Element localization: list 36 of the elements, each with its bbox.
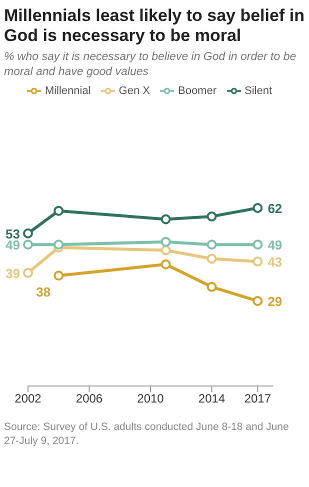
x-tick-label: 2002 bbox=[14, 392, 42, 406]
point bbox=[160, 245, 171, 256]
data-label: 43 bbox=[268, 254, 282, 270]
data-label: 29 bbox=[268, 294, 282, 309]
point bbox=[206, 282, 217, 292]
chart-subtitle: % who say it is necessary to believe in God in order to be moral and have good values bbox=[3, 50, 298, 80]
point bbox=[54, 270, 64, 281]
point bbox=[160, 236, 171, 247]
point bbox=[252, 296, 263, 306]
point bbox=[54, 240, 64, 250]
source-note: Source: Survey of U.S. adults conducted June 8-18 and June 27-July 9, 2017. bbox=[4, 420, 290, 448]
data-label: 62 bbox=[268, 201, 282, 216]
x-tick-label: 2017 bbox=[244, 392, 272, 406]
point bbox=[206, 211, 217, 222]
point bbox=[252, 203, 263, 213]
point bbox=[23, 268, 33, 278]
chart-title: Millennials least likely to say belief in God is necessary to be moral bbox=[3, 5, 306, 46]
x-tick-label: 2014 bbox=[198, 392, 226, 406]
point bbox=[160, 259, 171, 270]
data-label: 39 bbox=[6, 266, 20, 281]
x-tick-label: 2010 bbox=[137, 392, 164, 406]
data-label: 49 bbox=[268, 238, 282, 253]
data-label: 38 bbox=[36, 284, 51, 300]
legend-label: Gen X bbox=[118, 84, 150, 97]
point bbox=[54, 206, 64, 216]
point bbox=[252, 256, 263, 267]
point bbox=[23, 240, 33, 250]
point bbox=[206, 254, 217, 264]
legend-label: Boomer bbox=[178, 84, 217, 97]
legend-label: Millennial bbox=[44, 84, 91, 97]
point bbox=[206, 240, 217, 250]
x-tick-label: 2006 bbox=[76, 392, 103, 406]
point bbox=[23, 228, 33, 238]
legend-label: Silent bbox=[244, 84, 272, 97]
point bbox=[252, 240, 263, 250]
point bbox=[160, 214, 171, 224]
